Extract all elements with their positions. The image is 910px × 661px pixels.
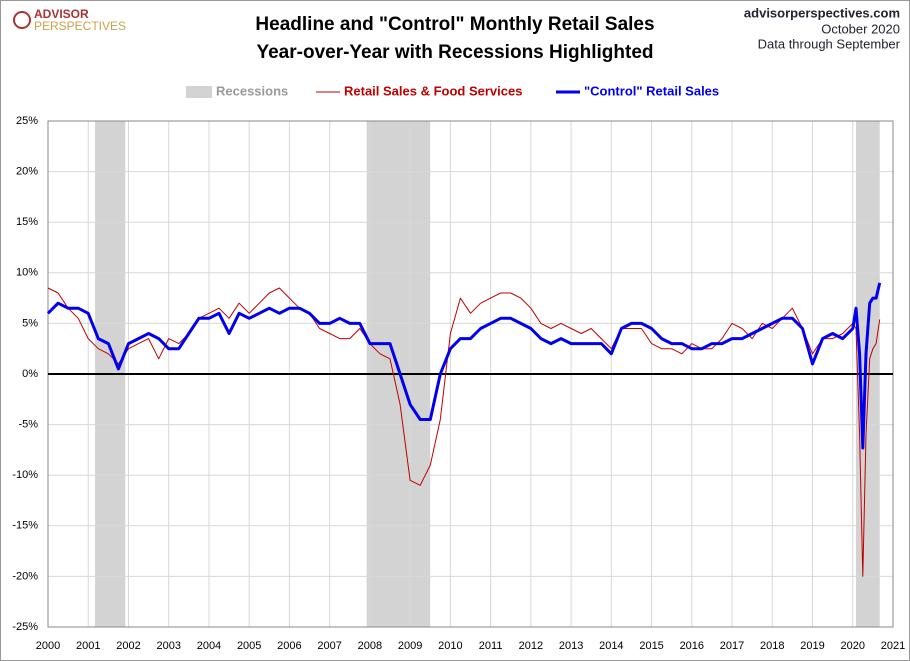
logo-bottom: PERSPECTIVES	[34, 19, 126, 33]
x-tick-label: 2007	[317, 640, 341, 652]
x-tick-label: 2016	[680, 640, 704, 652]
y-tick-label: 5%	[22, 317, 38, 329]
x-tick-label: 2004	[197, 640, 221, 652]
chart-title: Headline and "Control" Monthly Retail Sa…	[255, 14, 654, 35]
x-tick-label: 2021	[881, 640, 905, 652]
x-tick-label: 2003	[156, 640, 180, 652]
legend-swatch	[186, 86, 212, 98]
x-tick-label: 2018	[760, 640, 784, 652]
x-tick-label: 2008	[358, 640, 382, 652]
source-date: October 2020	[821, 21, 900, 36]
x-tick-label: 2014	[599, 640, 623, 652]
y-tick-label: -15%	[12, 520, 38, 532]
series-line	[46, 282, 882, 450]
y-tick-label: -25%	[12, 621, 38, 633]
chart-subtitle: Year-over-Year with Recessions Highlight…	[256, 42, 653, 63]
legend-label: Recessions	[216, 83, 288, 98]
legend-label: "Control" Retail Sales	[584, 83, 719, 98]
x-tick-label: 2017	[720, 640, 744, 652]
source: advisorperspectives.com	[744, 5, 900, 20]
x-tick-label: 2011	[479, 640, 503, 652]
y-tick-label: 10%	[16, 267, 38, 279]
x-tick-label: 2001	[76, 640, 100, 652]
x-tick-label: 2005	[237, 640, 261, 652]
y-tick-label: -10%	[12, 469, 38, 481]
x-tick-label: 2006	[277, 640, 301, 652]
legend-label: Retail Sales & Food Services	[344, 83, 522, 98]
y-tick-label: 20%	[16, 166, 38, 178]
y-tick-label: 0%	[22, 368, 38, 380]
y-tick-label: 15%	[16, 216, 38, 228]
x-tick-label: 2000	[36, 640, 60, 652]
logo-icon	[13, 11, 31, 29]
x-tick-label: 2010	[438, 640, 462, 652]
y-tick-label: -5%	[18, 419, 38, 431]
source-note: Data through September	[758, 36, 901, 51]
x-tick-label: 2012	[519, 640, 543, 652]
x-tick-label: 2015	[639, 640, 663, 652]
y-tick-label: -20%	[12, 570, 38, 582]
x-tick-label: 2002	[116, 640, 140, 652]
x-tick-label: 2009	[398, 640, 422, 652]
x-tick-label: 2020	[841, 640, 865, 652]
x-tick-label: 2019	[800, 640, 824, 652]
logo-top: ADVISOR	[34, 7, 89, 21]
y-tick-label: 25%	[16, 115, 38, 127]
x-tick-label: 2013	[559, 640, 583, 652]
